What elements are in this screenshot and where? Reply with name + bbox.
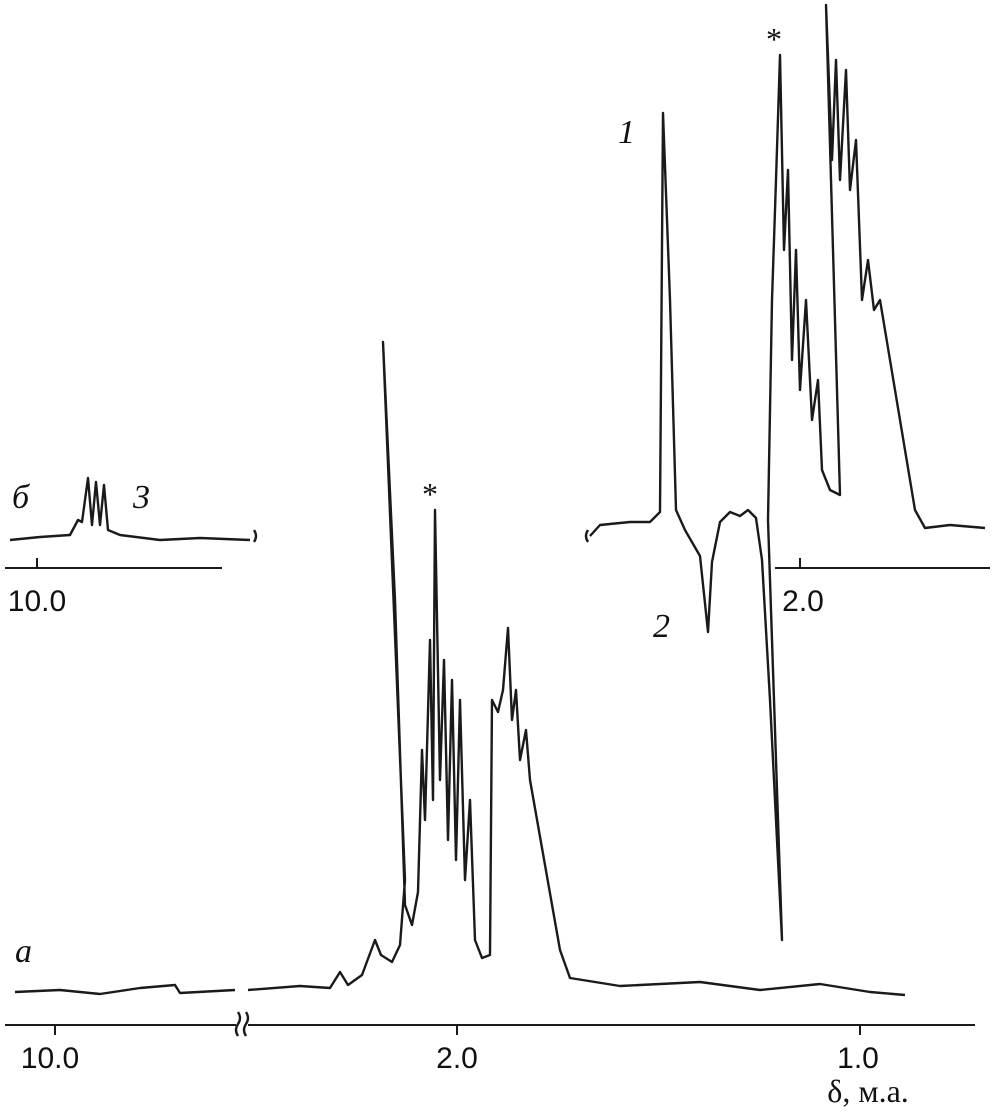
- annotation: 1: [618, 114, 635, 151]
- tick-label: 10.0: [21, 1042, 79, 1075]
- marker: *: [766, 21, 782, 57]
- tick-label: 1.0: [837, 1042, 879, 1075]
- panel-label: а: [15, 933, 32, 970]
- marker: *: [422, 476, 438, 512]
- tick-label: 10.0: [8, 585, 66, 618]
- tick-label: 2.0: [782, 585, 824, 618]
- spectrum-b-high: [584, 3, 986, 942]
- break: [234, 1011, 250, 1037]
- tick-label: 2.0: [436, 1042, 478, 1075]
- axis-label: δ, м.а.: [827, 1073, 909, 1109]
- annotation: 2: [653, 608, 670, 645]
- spectrum-b-low: [9, 476, 258, 543]
- panel-label: б: [12, 479, 31, 516]
- annotation: 3: [132, 479, 150, 516]
- spectrum-a: [14, 340, 906, 997]
